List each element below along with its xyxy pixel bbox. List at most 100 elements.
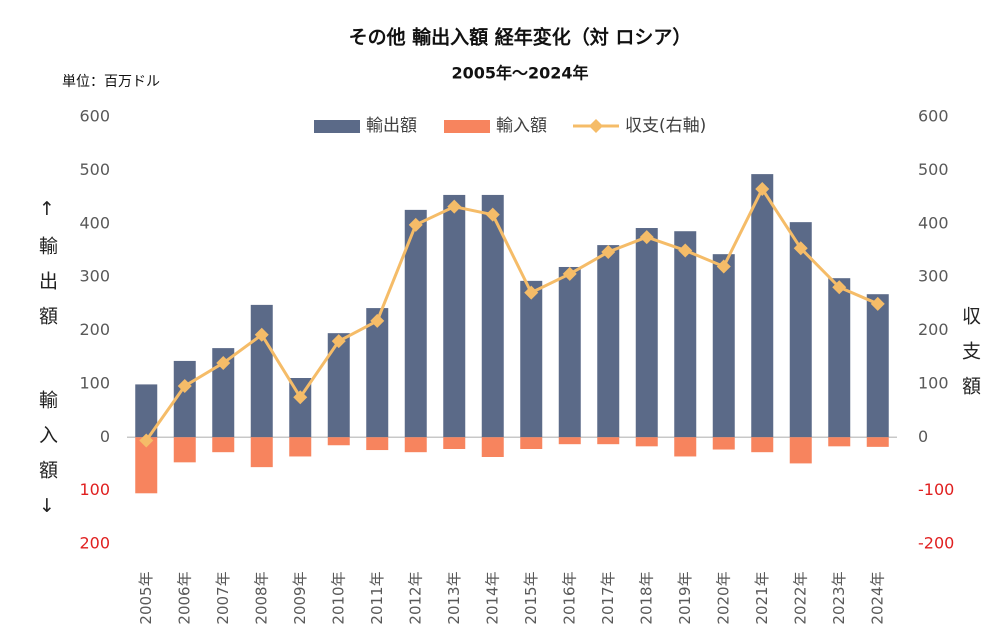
bar bbox=[751, 437, 774, 453]
x-tick-label: 2020年 bbox=[714, 571, 732, 624]
bar bbox=[212, 437, 235, 453]
bar bbox=[366, 308, 389, 438]
y-axis-label-bottom: 輸入額↓ bbox=[36, 390, 58, 533]
y-tick-label: 500 bbox=[79, 160, 110, 179]
chart-title: その他 輸出入額 経年変化（対 ロシア） bbox=[349, 26, 692, 49]
x-tick-label: 2011年 bbox=[368, 571, 386, 624]
x-tick-label: 2012年 bbox=[406, 571, 424, 624]
marker bbox=[331, 334, 346, 349]
y2-tick-label: 100 bbox=[918, 373, 949, 392]
y-axis-label-top: ↑輸出額 bbox=[36, 198, 58, 341]
x-tick-label: 2023年 bbox=[830, 571, 848, 624]
bar bbox=[289, 378, 312, 438]
bar bbox=[520, 437, 543, 449]
marker bbox=[139, 433, 154, 448]
bar bbox=[597, 437, 620, 445]
bar bbox=[327, 437, 350, 446]
x-tick-label: 2018年 bbox=[637, 571, 655, 624]
x-tick-label: 2022年 bbox=[791, 571, 809, 624]
bar bbox=[789, 437, 812, 464]
y-tick-label: 400 bbox=[79, 213, 110, 232]
bar bbox=[250, 304, 273, 438]
y-tick-label: 200 bbox=[79, 320, 110, 339]
x-tick-label: 2015年 bbox=[522, 571, 540, 624]
bar bbox=[674, 231, 697, 438]
y-tick-label: 600 bbox=[79, 107, 110, 126]
legend-swatch bbox=[444, 120, 490, 133]
bar bbox=[404, 209, 427, 438]
x-tick-label: 2014年 bbox=[483, 571, 501, 624]
marker bbox=[408, 217, 423, 232]
bar bbox=[635, 437, 658, 447]
bar bbox=[712, 437, 735, 450]
x-tick-label: 2010年 bbox=[329, 571, 347, 624]
bar bbox=[327, 333, 350, 438]
chart-subtitle: 2005年～2024年 bbox=[451, 64, 588, 83]
marker bbox=[716, 259, 731, 274]
y-tick-label: 0 bbox=[100, 427, 110, 446]
y-tick-label: 100 bbox=[79, 373, 110, 392]
bar bbox=[828, 437, 851, 447]
x-tick-label: 2017年 bbox=[599, 571, 617, 624]
bar bbox=[635, 228, 658, 438]
bar bbox=[212, 348, 235, 438]
bar bbox=[789, 222, 812, 438]
legend-label: 収支(右軸) bbox=[625, 116, 706, 136]
marker bbox=[216, 356, 231, 371]
bar bbox=[866, 294, 889, 438]
y2-tick-label: -100 bbox=[918, 480, 954, 499]
x-tick-label: 2016年 bbox=[560, 571, 578, 624]
x-tick-label: 2009年 bbox=[291, 571, 309, 624]
x-tick-label: 2005年 bbox=[137, 571, 155, 624]
bar bbox=[135, 384, 158, 438]
marker bbox=[678, 243, 693, 258]
bar bbox=[443, 437, 466, 449]
marker bbox=[562, 266, 577, 281]
x-tick-label: 2006年 bbox=[175, 571, 193, 624]
marker bbox=[254, 327, 269, 342]
marker bbox=[755, 182, 770, 197]
legend-label: 輸出額 bbox=[366, 116, 417, 136]
bar bbox=[674, 437, 697, 457]
bar bbox=[481, 437, 504, 457]
marker bbox=[370, 313, 385, 328]
bar bbox=[135, 437, 158, 494]
bar bbox=[558, 266, 581, 438]
bar bbox=[289, 437, 312, 457]
y2-axis-label: 収支額 bbox=[959, 306, 981, 411]
bar bbox=[751, 174, 774, 438]
marker bbox=[832, 280, 847, 295]
x-tick-label: 2008年 bbox=[252, 571, 270, 624]
bar bbox=[366, 437, 389, 451]
bar bbox=[173, 437, 196, 463]
bar bbox=[866, 437, 889, 447]
bar bbox=[712, 254, 735, 438]
bar bbox=[481, 194, 504, 438]
marker bbox=[601, 245, 616, 260]
marker bbox=[485, 207, 500, 222]
y-tick-label: 200 bbox=[79, 534, 110, 553]
marker bbox=[293, 390, 308, 405]
x-tick-label: 2007年 bbox=[214, 571, 232, 624]
marker bbox=[870, 296, 885, 311]
bar bbox=[404, 437, 427, 453]
x-tick-label: 2019年 bbox=[676, 571, 694, 624]
y2-tick-label: 500 bbox=[918, 160, 949, 179]
y2-tick-label: 400 bbox=[918, 213, 949, 232]
y2-tick-label: 300 bbox=[918, 267, 949, 286]
marker bbox=[524, 285, 539, 300]
legend-swatch bbox=[589, 119, 603, 133]
legend-label: 輸入額 bbox=[496, 116, 547, 136]
bar bbox=[558, 437, 581, 445]
legend-swatch bbox=[314, 120, 360, 133]
y-tick-label: 100 bbox=[79, 480, 110, 499]
bar bbox=[597, 245, 620, 438]
x-tick-label: 2024年 bbox=[868, 571, 886, 624]
bar bbox=[173, 360, 196, 438]
x-tick-label: 2021年 bbox=[753, 571, 771, 624]
marker bbox=[639, 230, 654, 245]
unit-label: 単位：百万ドル bbox=[62, 74, 160, 90]
marker bbox=[447, 199, 462, 214]
